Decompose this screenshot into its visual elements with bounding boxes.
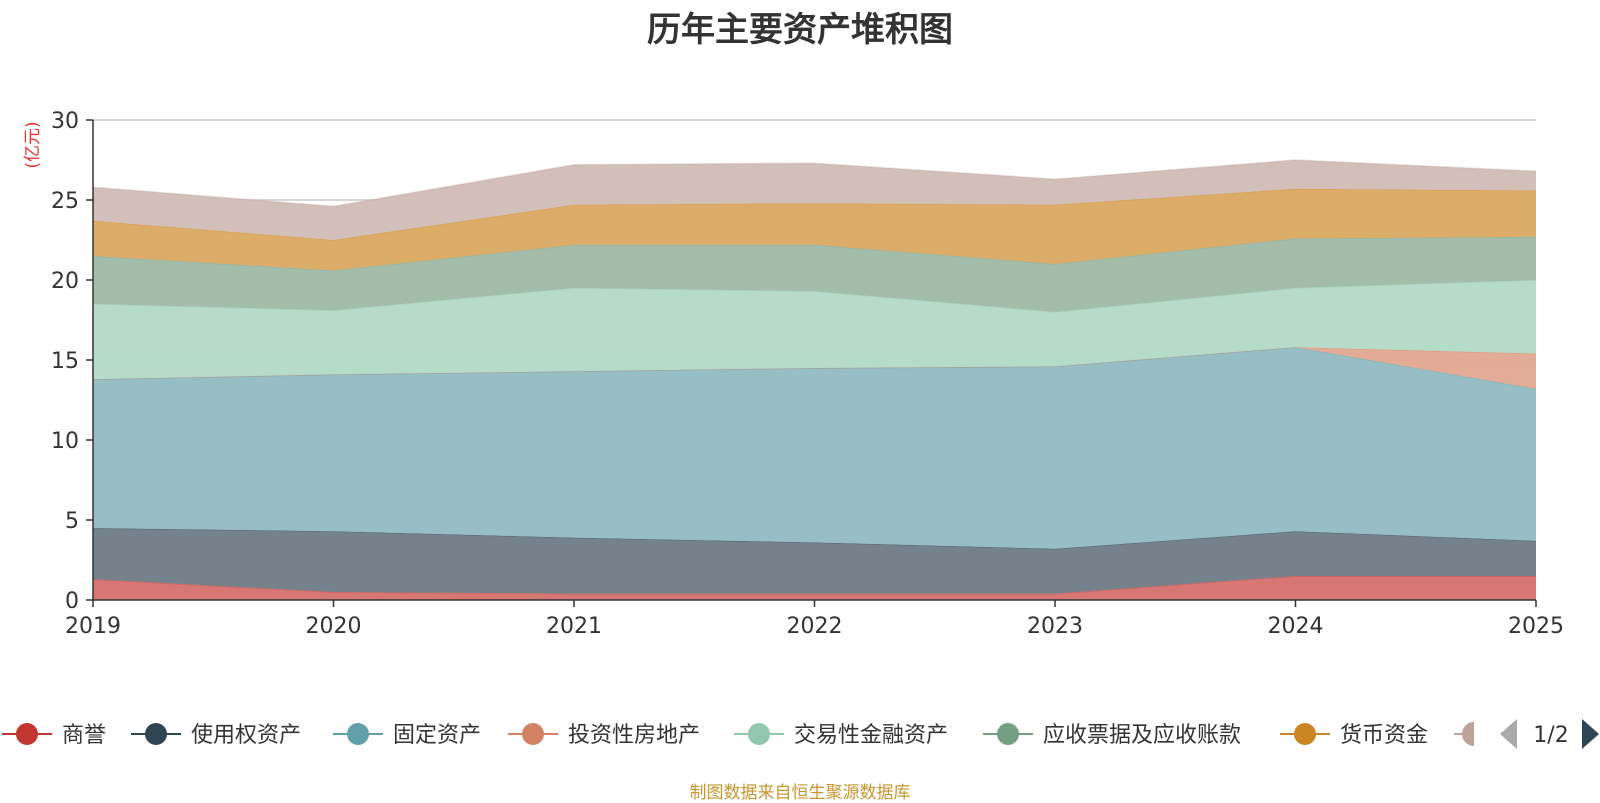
source-note: 制图数据来自恒生聚源数据库	[689, 783, 911, 803]
y-axis-unit-label: (亿元)	[23, 121, 43, 168]
legend-marker-6	[1294, 723, 1316, 745]
chart-title: 历年主要资产堆积图	[647, 10, 953, 50]
legend-label-0: 商誉	[62, 723, 106, 748]
legend-label-1: 使用权资产	[191, 723, 301, 748]
legend-item-3[interactable]: 投资性房地产	[508, 723, 700, 748]
area-series	[92, 159, 1537, 600]
x-tick-label-2023: 2023	[1027, 614, 1083, 639]
legend-prev-page-icon[interactable]	[1500, 719, 1517, 749]
legend-item-1[interactable]: 使用权资产	[131, 723, 301, 748]
legend-marker-7	[1462, 722, 1474, 746]
y-tick-label-0: 0	[65, 589, 79, 614]
x-tick-label-2019: 2019	[65, 614, 121, 639]
area-series-1	[93, 528, 1536, 594]
legend-label-4: 交易性金融资产	[794, 723, 948, 748]
y-tick-label-10: 10	[51, 429, 79, 454]
area-series-edge-7	[92, 159, 1537, 208]
x-tick-label-2024: 2024	[1268, 614, 1324, 639]
legend: 商誉 使用权资产 固定资产 投资性房地产 交易性金融资产 应收票据及应收账款 货币资金 1/2	[2, 719, 1599, 749]
area-series-7	[93, 160, 1536, 240]
x-tick-label-2021: 2021	[546, 614, 602, 639]
legend-item-7[interactable]	[1454, 722, 1474, 746]
area-series-6	[93, 188, 1536, 271]
y-tick-label-15: 15	[51, 349, 79, 374]
area-series-3	[93, 347, 1536, 389]
x-tick-label-2020: 2020	[306, 614, 362, 639]
area-series-4	[93, 280, 1536, 380]
legend-marker-1	[145, 723, 167, 745]
y-tick-label-30: 30	[51, 109, 79, 134]
legend-label-3: 投资性房地产	[568, 723, 700, 748]
x-tick-label-2022: 2022	[787, 614, 843, 639]
y-tick-label-25: 25	[51, 189, 79, 214]
legend-marker-0	[16, 723, 38, 745]
legend-label-2: 固定资产	[393, 723, 481, 748]
legend-next-page-icon[interactable]	[1582, 719, 1599, 749]
area-series-2	[93, 347, 1536, 549]
area-series-0	[93, 576, 1536, 600]
legend-label-5: 应收票据及应收账款	[1043, 723, 1241, 748]
y-tick-label-20: 20	[51, 269, 79, 294]
legend-marker-3	[522, 723, 544, 745]
legend-item-6[interactable]: 货币资金	[1280, 723, 1428, 748]
legend-page-indicator: 1/2	[1533, 723, 1568, 748]
legend-item-0[interactable]: 商誉	[2, 723, 106, 748]
legend-marker-5	[997, 723, 1019, 745]
x-tick-label-2025: 2025	[1508, 614, 1564, 639]
legend-label-6: 货币资金	[1340, 723, 1428, 748]
legend-item-2[interactable]: 固定资产	[333, 723, 481, 748]
area-series-5	[93, 236, 1536, 312]
legend-item-4[interactable]: 交易性金融资产	[734, 723, 948, 748]
legend-item-5[interactable]: 应收票据及应收账款	[983, 723, 1241, 748]
legend-marker-4	[748, 723, 770, 745]
y-tick-label-5: 5	[65, 509, 79, 534]
legend-marker-2	[347, 723, 369, 745]
